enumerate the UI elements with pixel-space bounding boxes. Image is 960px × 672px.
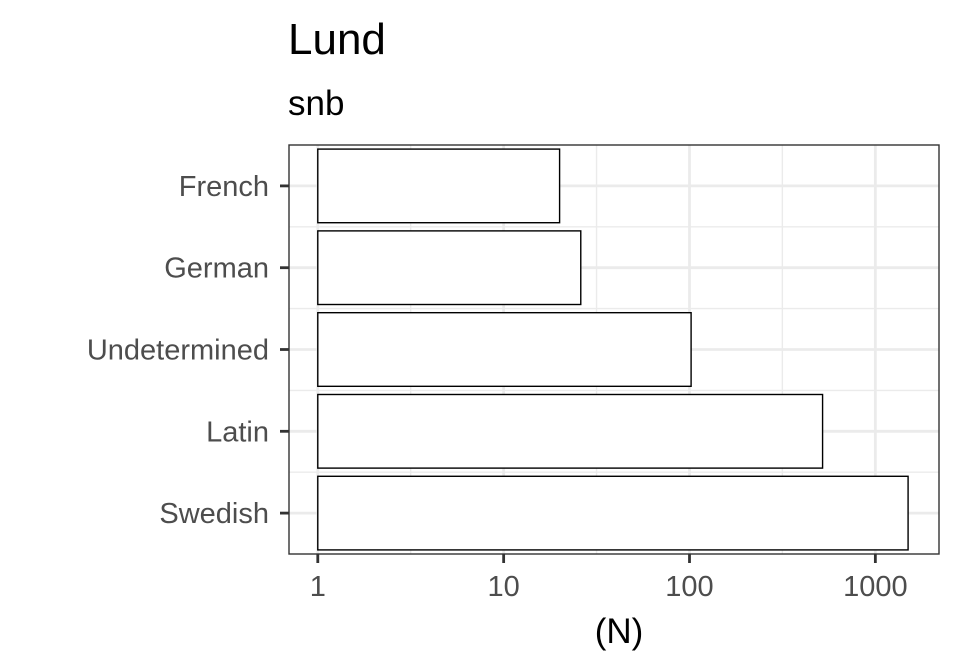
x-tick-label-100: 100 bbox=[665, 571, 713, 603]
chart-subtitle: snb bbox=[288, 84, 344, 123]
x-axis: 1 10 100 1000 bbox=[310, 554, 908, 603]
bar-latin bbox=[317, 393, 824, 469]
chart-title: Lund bbox=[288, 15, 386, 64]
y-tick-label-latin: Latin bbox=[206, 416, 269, 448]
y-tick-label-german: German bbox=[164, 253, 269, 285]
x-tick-label-1: 1 bbox=[310, 571, 326, 603]
y-tick-label-french: French bbox=[179, 171, 269, 203]
bar-french bbox=[317, 148, 561, 224]
bar-german bbox=[317, 230, 582, 306]
x-axis-title: (N) bbox=[595, 612, 644, 651]
y-tick-label-undetermined: Undetermined bbox=[87, 335, 269, 367]
x-tick-label-1000: 1000 bbox=[843, 571, 908, 603]
bar-undetermined bbox=[317, 311, 692, 388]
y-tick-label-swedish: Swedish bbox=[159, 498, 269, 530]
y-axis: Swedish Latin Undetermined German French bbox=[87, 171, 289, 530]
bar-swedish bbox=[317, 475, 909, 551]
bars bbox=[317, 148, 909, 551]
x-tick-label-10: 10 bbox=[488, 571, 520, 603]
